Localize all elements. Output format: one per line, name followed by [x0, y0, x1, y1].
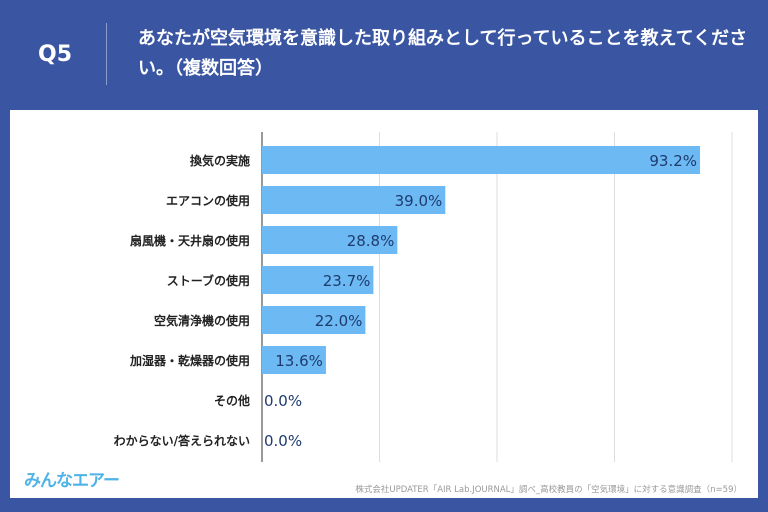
- source-note: 株式会社UPDATER「AIR Lab.JOURNAL」調べ_高校教員の「空気環…: [355, 485, 742, 495]
- category-label: その他: [214, 393, 250, 408]
- value-label: 0.0%: [264, 392, 302, 410]
- bar: [262, 306, 366, 334]
- value-label: 22.0%: [315, 312, 363, 330]
- bar: [262, 186, 446, 214]
- category-label: 扇風機・天井扇の使用: [130, 233, 250, 248]
- category-label: 空気清浄機の使用: [154, 313, 250, 328]
- bar: [262, 346, 326, 374]
- bar: [262, 266, 374, 294]
- chart-panel: [10, 110, 758, 498]
- value-label: 13.6%: [275, 352, 323, 370]
- value-label: 23.7%: [323, 272, 371, 290]
- logo: みんなエアー: [24, 471, 120, 491]
- value-label: 39.0%: [395, 192, 443, 210]
- value-label: 0.0%: [264, 432, 302, 450]
- category-label: わからない/答えられない: [114, 433, 250, 448]
- category-label: エアコンの使用: [166, 193, 250, 208]
- value-label: 93.2%: [649, 152, 697, 170]
- value-label: 28.8%: [347, 232, 395, 250]
- bar: [262, 146, 701, 174]
- question-number: Q5: [38, 42, 73, 67]
- bar: [262, 226, 398, 254]
- divider: [106, 23, 107, 85]
- category-label: 換気の実施: [190, 153, 250, 168]
- question-title: あなたが空気環境を意識した取り組みとして行っていることを教えてください。（複数回…: [138, 28, 748, 79]
- category-label: ストーブの使用: [167, 273, 250, 288]
- category-label: 加湿器・乾燥器の使用: [129, 353, 250, 368]
